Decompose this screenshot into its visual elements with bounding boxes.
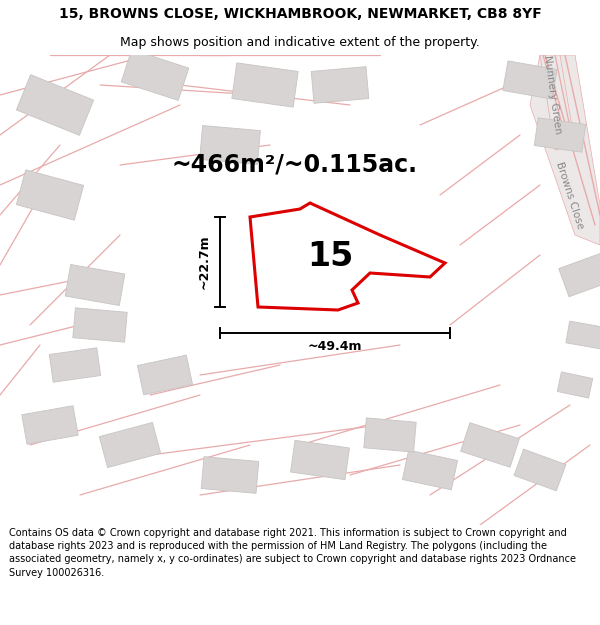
Polygon shape — [534, 118, 586, 152]
Polygon shape — [311, 67, 369, 103]
Polygon shape — [530, 55, 600, 245]
Polygon shape — [121, 49, 189, 101]
Polygon shape — [250, 203, 445, 310]
Polygon shape — [403, 450, 458, 490]
Polygon shape — [22, 406, 78, 444]
Text: ~49.4m: ~49.4m — [308, 341, 362, 354]
Text: Nunnery Green: Nunnery Green — [542, 55, 562, 135]
Text: Map shows position and indicative extent of the property.: Map shows position and indicative extent… — [120, 36, 480, 49]
Polygon shape — [16, 74, 94, 136]
Text: Browns Close: Browns Close — [554, 160, 586, 230]
Polygon shape — [201, 457, 259, 493]
Text: ~22.7m: ~22.7m — [197, 234, 211, 289]
Polygon shape — [232, 63, 298, 107]
Polygon shape — [65, 264, 125, 306]
Polygon shape — [16, 170, 83, 220]
Polygon shape — [137, 355, 193, 395]
Polygon shape — [364, 418, 416, 452]
Text: 15: 15 — [307, 241, 353, 274]
Polygon shape — [559, 253, 600, 297]
Polygon shape — [99, 422, 161, 468]
Polygon shape — [73, 308, 127, 342]
Polygon shape — [566, 321, 600, 349]
Polygon shape — [461, 422, 520, 468]
Polygon shape — [503, 61, 557, 99]
Polygon shape — [557, 372, 593, 398]
Polygon shape — [200, 126, 260, 164]
Polygon shape — [514, 449, 566, 491]
Text: 15, BROWNS CLOSE, WICKHAMBROOK, NEWMARKET, CB8 8YF: 15, BROWNS CLOSE, WICKHAMBROOK, NEWMARKE… — [59, 7, 541, 21]
Polygon shape — [290, 441, 349, 479]
Text: ~466m²/~0.115ac.: ~466m²/~0.115ac. — [172, 153, 418, 177]
Polygon shape — [540, 55, 575, 150]
Polygon shape — [49, 348, 101, 382]
Text: Contains OS data © Crown copyright and database right 2021. This information is : Contains OS data © Crown copyright and d… — [9, 528, 576, 578]
